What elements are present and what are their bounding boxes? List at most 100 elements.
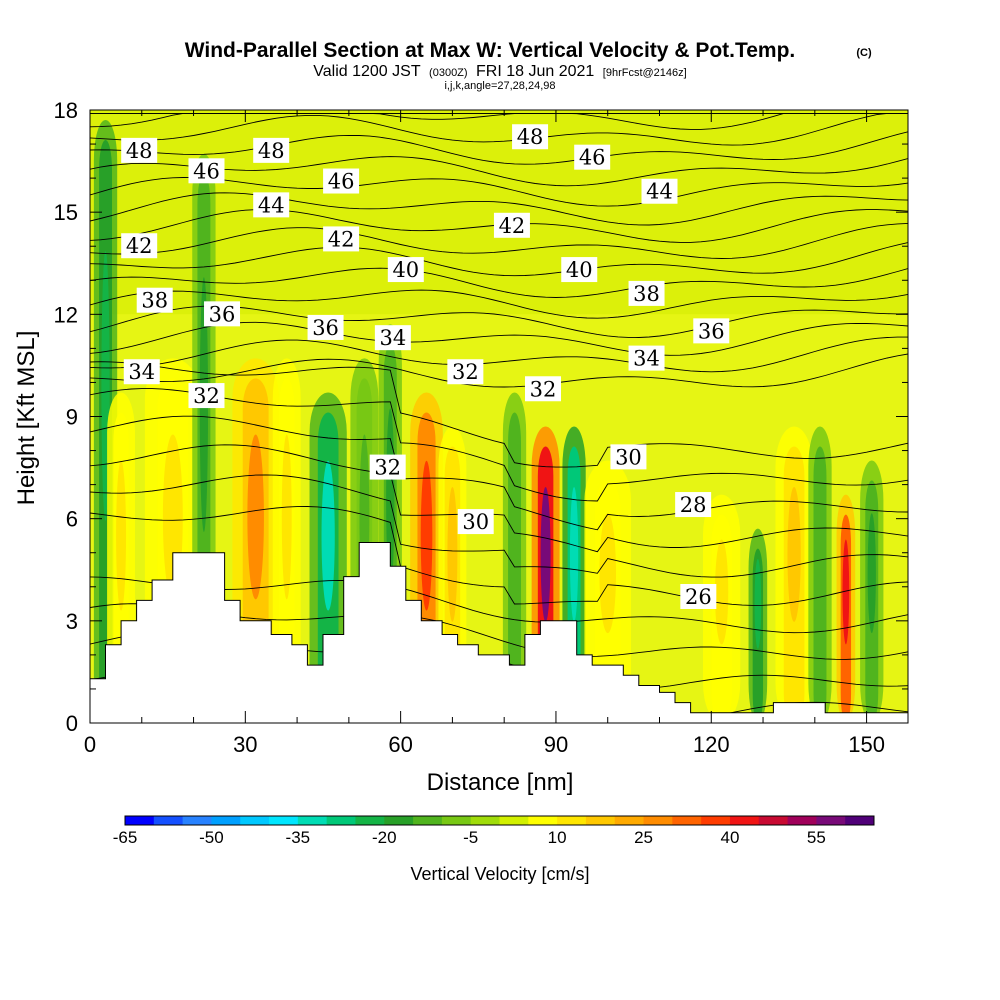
y-tick-label: 15 bbox=[54, 200, 78, 225]
contour-label-box bbox=[253, 137, 290, 163]
colorbar-swatch bbox=[528, 816, 558, 825]
theta-line bbox=[90, 177, 908, 207]
colorbar-frame bbox=[124, 815, 875, 826]
colorbar-swatch bbox=[269, 816, 299, 825]
copyright-mark: (C) bbox=[856, 47, 872, 59]
contour-label-text: 34 bbox=[633, 347, 660, 371]
contour-label-box bbox=[121, 233, 158, 259]
colorbar-title: Vertical Velocity [cm/s] bbox=[410, 864, 589, 884]
contour-label-box bbox=[121, 137, 158, 163]
contour-label: 44 bbox=[641, 178, 678, 204]
contour-label-text: 38 bbox=[141, 289, 168, 313]
velocity-core bbox=[569, 486, 579, 622]
velocity-core bbox=[714, 539, 729, 645]
colorbar-swatch bbox=[326, 816, 356, 825]
contour-label-box bbox=[123, 359, 160, 385]
contour-label-box bbox=[641, 178, 678, 204]
y-tick-label: 12 bbox=[54, 302, 78, 327]
contour-label-text: 46 bbox=[579, 146, 606, 170]
contour-label-text: 40 bbox=[392, 258, 419, 282]
contour-label-text: 44 bbox=[646, 180, 673, 204]
contour-label-text: 36 bbox=[698, 319, 725, 343]
theta-line bbox=[90, 156, 908, 187]
contour-label-box bbox=[387, 257, 424, 283]
contour-label-text: 30 bbox=[462, 510, 489, 534]
contour-label-box bbox=[369, 454, 406, 480]
contour-label-text: 48 bbox=[517, 125, 544, 149]
colorbar-swatch bbox=[499, 816, 529, 825]
contour-label-text: 34 bbox=[379, 326, 406, 350]
contour-label-box bbox=[323, 226, 360, 252]
x-tick-label: 30 bbox=[233, 732, 257, 757]
contour-label-text: 32 bbox=[530, 377, 557, 401]
theta-line bbox=[90, 576, 908, 634]
contour-label-text: 46 bbox=[193, 159, 220, 183]
velocity-core bbox=[281, 434, 292, 600]
colorbar-swatch bbox=[557, 816, 587, 825]
theta-contour-labels: 48 48 48 46 46 46 44 44 42 42 42 40 40 38 38 36 36 36 34 34… bbox=[121, 124, 730, 609]
velocity-core bbox=[447, 486, 458, 622]
contour-label-box bbox=[204, 301, 241, 327]
contour-label: 48 bbox=[512, 124, 549, 150]
contour-label-text: 32 bbox=[374, 456, 401, 480]
colorbar-tick-label: -65 bbox=[113, 828, 138, 847]
contour-label-text: 30 bbox=[615, 445, 642, 469]
velocity-core bbox=[540, 486, 551, 622]
valid-time-line: Valid 1200 JST (0300Z) FRI 18 Jun 2021 [… bbox=[313, 63, 686, 80]
contour-label: 42 bbox=[493, 212, 530, 238]
colorbar-swatch bbox=[643, 816, 673, 825]
contour-label-box bbox=[525, 376, 562, 402]
contour-label: 42 bbox=[121, 233, 158, 259]
colorbar-swatch bbox=[845, 816, 875, 825]
contour-label-text: 40 bbox=[566, 258, 593, 282]
contour-label-box bbox=[447, 359, 484, 385]
theta-line bbox=[90, 388, 908, 502]
colorbar-swatch bbox=[240, 816, 270, 825]
contour-label-box bbox=[253, 192, 290, 218]
contour-label-box bbox=[188, 158, 225, 184]
colorbar-swatch bbox=[470, 816, 500, 825]
x-tick-label: 60 bbox=[388, 732, 412, 757]
contour-label: 30 bbox=[457, 509, 494, 535]
contour-label: 48 bbox=[253, 137, 290, 163]
colorbar-tick-label: 40 bbox=[721, 828, 740, 847]
velocity-core bbox=[815, 486, 825, 622]
colorbar-swatch bbox=[787, 816, 817, 825]
theta-line bbox=[90, 242, 908, 277]
contour-label-box bbox=[628, 345, 665, 371]
contour-label-text: 32 bbox=[452, 360, 479, 384]
colorbar-swatch bbox=[701, 816, 731, 825]
y-tick-label: 18 bbox=[54, 98, 78, 123]
contour-label-text: 36 bbox=[209, 302, 236, 326]
theta-line bbox=[90, 474, 908, 578]
contour-label: 32 bbox=[447, 359, 484, 385]
contour-label: 40 bbox=[561, 257, 598, 283]
mid-band bbox=[90, 314, 908, 417]
contour-label-text: 42 bbox=[126, 234, 153, 258]
valid-date: FRI 18 Jun 2021 bbox=[476, 63, 594, 80]
contour-label-box bbox=[561, 257, 598, 283]
x-tick-label: 90 bbox=[544, 732, 568, 757]
theta-line bbox=[90, 192, 908, 226]
colorbar-swatch bbox=[355, 816, 385, 825]
contour-label-box bbox=[188, 383, 225, 409]
theta-line bbox=[90, 506, 908, 606]
colorbar-swatch bbox=[182, 816, 212, 825]
colorbar-swatch bbox=[441, 816, 472, 825]
contour-label-box bbox=[675, 492, 712, 518]
contour-label: 28 bbox=[675, 492, 712, 518]
velocity-core bbox=[787, 486, 801, 622]
contour-label-box bbox=[374, 325, 411, 351]
y-tick-label: 0 bbox=[66, 711, 78, 736]
contour-label-text: 38 bbox=[633, 282, 660, 306]
colorbar-tick-label: -5 bbox=[463, 828, 478, 847]
velocity-core bbox=[247, 434, 264, 600]
contour-label: 40 bbox=[387, 257, 424, 283]
contour-label-text: 28 bbox=[680, 493, 707, 517]
theta-line bbox=[90, 112, 908, 146]
contour-label-box bbox=[693, 318, 730, 344]
contour-label: 26 bbox=[680, 583, 717, 609]
contour-label-text: 34 bbox=[128, 360, 155, 384]
y-tick-label: 6 bbox=[66, 507, 78, 532]
